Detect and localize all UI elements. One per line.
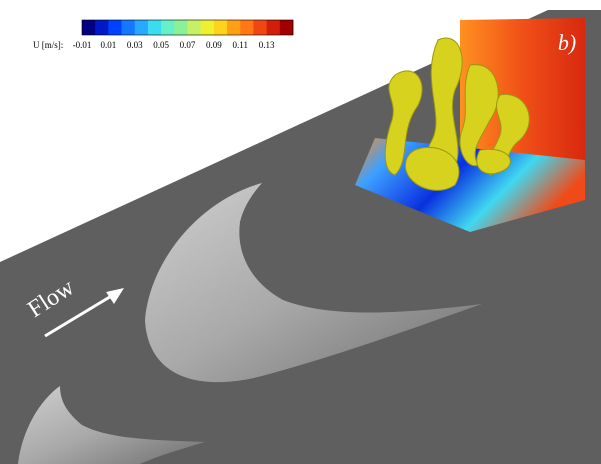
colorbar-tick-label: 0.01: [101, 40, 117, 50]
panel-label: b): [558, 30, 576, 55]
colorbar-swatch: [188, 20, 201, 35]
colorbar-label: U [m/s]:: [33, 40, 63, 50]
colorbar-swatch: [135, 20, 148, 35]
colorbar-swatch: [227, 20, 240, 35]
colorbar-tick-label: -0.01: [73, 40, 92, 50]
colorbar-swatch: [161, 20, 174, 35]
colorbar-swatch: [108, 20, 121, 35]
colorbar-swatch: [267, 20, 280, 35]
colorbar-tick-label: 0.07: [180, 40, 196, 50]
colorbar-swatch: [122, 20, 135, 35]
colorbar-tick-label: 0.03: [127, 40, 143, 50]
colorbar-tick-label: 0.11: [233, 40, 248, 50]
figure: U [m/s]: -0.01 0.01 0.03 0.05 0.07 0.09 0.11 0.…: [0, 0, 601, 464]
colorbar-swatch: [214, 20, 227, 35]
colorbar-swatch: [201, 20, 214, 35]
colorbar-tick-label: 0.13: [259, 40, 275, 50]
colorbar-swatch: [253, 20, 266, 35]
colorbar-swatch: [82, 20, 95, 35]
colorbar-swatch: [240, 20, 253, 35]
colorbar-tick-label: 0.05: [153, 40, 169, 50]
colorbar-swatch: [95, 20, 108, 35]
colorbar: -0.01 0.01 0.03 0.05 0.07 0.09 0.11 0.13: [73, 20, 294, 50]
colorbar-tick-label: 0.09: [206, 40, 222, 50]
colorbar-swatch: [148, 20, 161, 35]
colorbar-swatch: [280, 20, 293, 35]
colorbar-swatch: [174, 20, 187, 35]
